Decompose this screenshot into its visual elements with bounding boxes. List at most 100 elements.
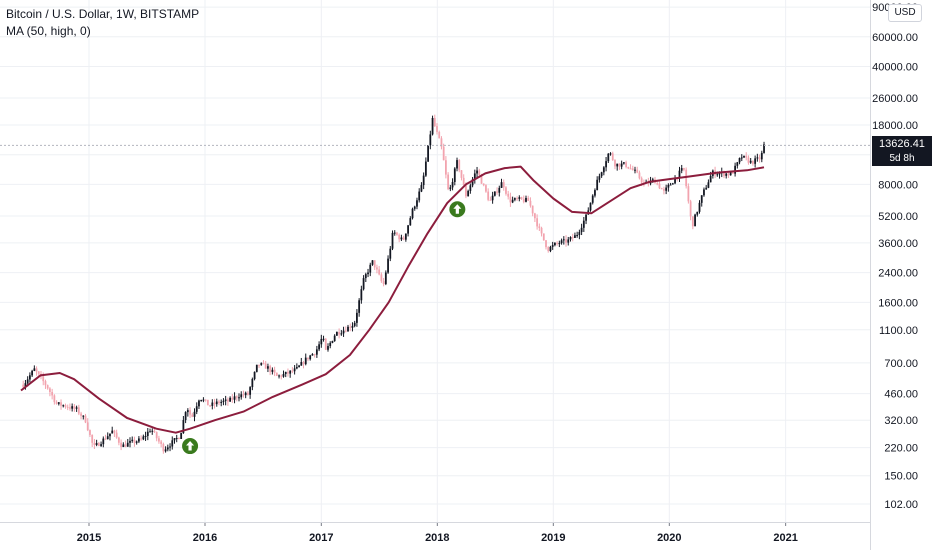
candle-body[interactable] — [57, 402, 60, 404]
indicator-label[interactable]: MA (50, high, 0) — [6, 24, 91, 38]
candle-body[interactable] — [562, 239, 565, 241]
candle-body[interactable] — [602, 167, 605, 173]
candle-body[interactable] — [411, 208, 414, 219]
candle-body[interactable] — [752, 160, 754, 164]
candle-body[interactable] — [260, 363, 263, 365]
candle-body[interactable] — [37, 371, 40, 374]
candle-body[interactable] — [636, 169, 639, 173]
candle-body[interactable] — [456, 160, 458, 169]
candle-body[interactable] — [627, 166, 630, 169]
candle-body[interactable] — [35, 368, 38, 372]
candle-body[interactable] — [669, 184, 672, 186]
candle-body[interactable] — [747, 157, 750, 163]
candle-body[interactable] — [318, 344, 320, 350]
candle-body[interactable] — [362, 278, 365, 290]
candle-body[interactable] — [202, 399, 205, 401]
candle-body[interactable] — [398, 234, 401, 240]
candle-body[interactable] — [716, 174, 719, 176]
axes[interactable]: 90000.0060000.0040000.0026000.0018000.00… — [0, 0, 918, 550]
candle-body[interactable] — [580, 227, 583, 233]
candle-body[interactable] — [591, 195, 594, 203]
candle-body[interactable] — [91, 434, 94, 443]
candle-body[interactable] — [616, 163, 619, 167]
candle-body[interactable] — [75, 407, 78, 409]
candle-body[interactable] — [62, 405, 65, 407]
candle-body[interactable] — [671, 183, 674, 185]
candle-body[interactable] — [222, 400, 225, 402]
candle-body[interactable] — [424, 161, 427, 176]
candle-body[interactable] — [31, 370, 34, 376]
candle-body[interactable] — [574, 235, 576, 238]
candle-body[interactable] — [209, 405, 211, 407]
candle-body[interactable] — [24, 383, 27, 388]
candle-body[interactable] — [269, 366, 272, 372]
candle-body[interactable] — [175, 437, 178, 439]
candle-body[interactable] — [204, 399, 207, 401]
candle-body[interactable] — [689, 201, 692, 217]
candle-body[interactable] — [596, 179, 599, 191]
candle-body[interactable] — [687, 186, 690, 202]
candle-body[interactable] — [480, 175, 483, 184]
candle-body[interactable] — [160, 441, 163, 444]
candle-body[interactable] — [491, 195, 494, 201]
candle-body[interactable] — [536, 218, 539, 227]
candle-body[interactable] — [685, 169, 688, 187]
candle-body[interactable] — [600, 172, 603, 177]
candle-body[interactable] — [438, 131, 441, 139]
candle-body[interactable] — [631, 168, 634, 171]
candle-body[interactable] — [705, 187, 708, 190]
candle-body[interactable] — [622, 162, 625, 164]
candle-body[interactable] — [284, 371, 287, 375]
candle-body[interactable] — [469, 185, 472, 191]
candle-body[interactable] — [518, 197, 521, 199]
candle-body[interactable] — [89, 430, 91, 435]
candle-body[interactable] — [429, 134, 432, 146]
candle-body[interactable] — [164, 449, 167, 452]
candle-body[interactable] — [360, 289, 363, 301]
candle-body[interactable] — [271, 369, 274, 372]
candle-body[interactable] — [700, 195, 703, 203]
candle-body[interactable] — [538, 226, 541, 228]
candle-body[interactable] — [658, 183, 661, 189]
candle-body[interactable] — [449, 187, 452, 190]
candle-body[interactable] — [585, 214, 587, 221]
candle-body[interactable] — [674, 178, 676, 184]
candle-body[interactable] — [485, 185, 487, 192]
candle-body[interactable] — [745, 155, 748, 158]
candle-body[interactable] — [729, 172, 732, 176]
candle-body[interactable] — [242, 394, 245, 396]
candle-body[interactable] — [511, 199, 514, 203]
candle-body[interactable] — [309, 355, 312, 360]
candle-body[interactable] — [660, 188, 663, 190]
candle-body[interactable] — [189, 410, 191, 415]
candle-body[interactable] — [371, 260, 374, 265]
candle-body[interactable] — [749, 160, 752, 163]
candle-body[interactable] — [594, 190, 596, 196]
candle-body[interactable] — [53, 395, 56, 403]
moving-average[interactable] — [20, 165, 765, 434]
candle-body[interactable] — [571, 237, 574, 239]
candle-body[interactable] — [736, 162, 739, 166]
candle-body[interactable] — [404, 233, 407, 240]
candle-body[interactable] — [86, 422, 89, 431]
candle-body[interactable] — [740, 157, 743, 159]
candle-body[interactable] — [282, 374, 285, 377]
candle-body[interactable] — [433, 117, 436, 127]
candle-body[interactable] — [155, 432, 158, 439]
candle-body[interactable] — [335, 331, 338, 336]
candle-body[interactable] — [393, 232, 396, 234]
candle-body[interactable] — [102, 438, 105, 445]
candle-body[interactable] — [93, 442, 96, 445]
candle-body[interactable] — [618, 163, 621, 167]
candle-body[interactable] — [513, 198, 516, 200]
candle-body[interactable] — [731, 172, 734, 174]
candle-body[interactable] — [638, 172, 641, 179]
candle-body[interactable] — [46, 385, 49, 389]
candle-body[interactable] — [525, 197, 527, 202]
candle-body[interactable] — [235, 396, 238, 398]
candle-body[interactable] — [224, 399, 227, 401]
candle-body[interactable] — [109, 433, 111, 437]
candle-body[interactable] — [447, 174, 450, 190]
candle-body[interactable] — [146, 431, 149, 436]
